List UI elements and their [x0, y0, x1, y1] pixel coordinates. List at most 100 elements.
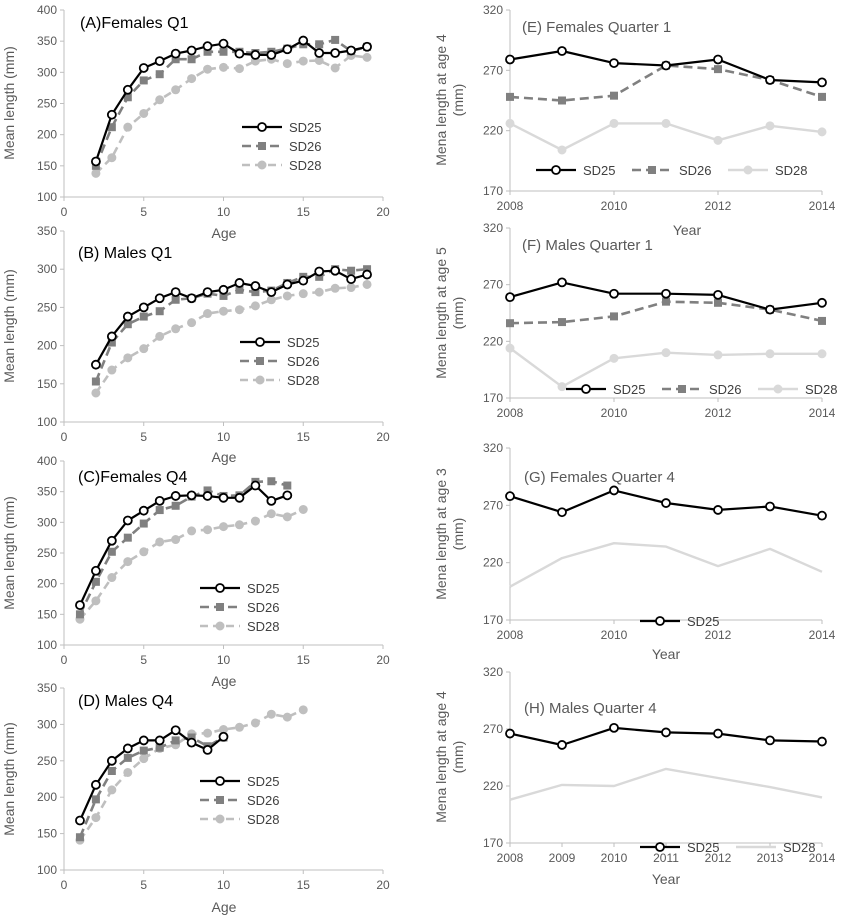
series-sd26: [91, 265, 372, 386]
y-tick-label: 250: [37, 300, 57, 314]
y-tick-label: 320: [483, 665, 503, 679]
legend-marker: [257, 122, 267, 132]
x-tick-label: 2010: [601, 851, 628, 865]
y-tick-label: 150: [37, 607, 57, 621]
data-point: [123, 122, 133, 132]
legend: SD25 SD26 SD28: [566, 382, 838, 397]
data-point: [170, 491, 181, 501]
data-point: [765, 349, 775, 359]
data-point: [505, 491, 515, 502]
data-point: [219, 522, 228, 532]
data-point: [75, 815, 85, 826]
legend-marker: [655, 616, 665, 626]
data-point: [713, 728, 723, 739]
series-sd28: [509, 767, 823, 801]
data-point: [202, 41, 213, 52]
data-point: [234, 722, 244, 732]
series-line: [94, 54, 368, 175]
x-tick-label: 2010: [601, 628, 628, 642]
x-tick-label: 15: [297, 653, 311, 667]
y-tick-label: 150: [37, 377, 57, 391]
data-point: [609, 722, 619, 733]
data-point: [123, 93, 132, 102]
y-tick-label: 300: [37, 717, 57, 731]
data-point: [75, 610, 84, 619]
legend-item-sd25: SD25: [242, 120, 322, 135]
legend-label: SD26: [287, 354, 320, 369]
data-point: [330, 48, 341, 58]
data-point: [282, 279, 293, 290]
legend-item-sd28: SD28: [242, 158, 322, 173]
y-tick-label: 350: [37, 34, 57, 48]
legend-item-sd25: SD25: [640, 614, 720, 629]
series-sd28: [505, 118, 827, 155]
data-point: [362, 269, 372, 280]
data-point: [282, 512, 292, 522]
x-tick-label: 15: [297, 430, 311, 444]
data-point: [123, 533, 132, 542]
panel-c: 100 150 200 250 300 350 400 0 5 10 15 20 Age Mean len…: [1, 454, 390, 689]
data-point: [266, 495, 277, 506]
y-tick-label: 250: [37, 546, 57, 560]
data-point: [139, 312, 148, 321]
series-sd28: [91, 279, 372, 398]
x-tick-label: 0: [61, 653, 68, 667]
data-point: [186, 293, 197, 304]
data-point: [123, 320, 132, 329]
x-tick-label: 0: [61, 878, 68, 892]
data-point: [91, 156, 101, 167]
data-point: [91, 377, 100, 386]
data-point: [505, 54, 515, 65]
data-point: [661, 498, 671, 508]
data-point: [505, 728, 515, 739]
data-point: [234, 492, 245, 503]
data-point: [557, 740, 567, 750]
data-point: [138, 735, 149, 746]
data-point: [91, 779, 101, 790]
x-tick-label: 2010: [601, 199, 628, 213]
data-point: [713, 350, 723, 360]
data-point: [155, 331, 165, 341]
data-point: [765, 501, 775, 512]
series-sd26: [506, 297, 826, 328]
x-tick-label: 5: [140, 878, 147, 892]
series-sd25: [91, 35, 372, 167]
legend-item-sd25: SD25: [640, 840, 720, 855]
legend-item-sd28: SD28: [758, 382, 838, 397]
data-point: [714, 298, 722, 307]
data-point: [91, 359, 101, 370]
legend-item-sd25: SD25: [536, 163, 616, 178]
series-line: [509, 542, 823, 588]
x-tick-label: 2009: [549, 851, 576, 865]
legend-item-sd26: SD26: [662, 382, 742, 397]
x-tick-label: 10: [217, 878, 231, 892]
data-point: [202, 491, 213, 501]
x-tick-label: 2014: [809, 406, 836, 420]
data-point: [250, 49, 261, 60]
data-point: [346, 283, 356, 293]
legend-item-sd28: SD28: [200, 619, 280, 634]
data-point: [765, 735, 775, 746]
legend-marker: [256, 357, 264, 365]
data-point: [123, 767, 133, 777]
data-point: [154, 735, 165, 746]
data-point: [186, 490, 197, 501]
y-axis-label: Mean length (mm): [1, 496, 17, 610]
data-point: [123, 753, 132, 762]
data-point: [765, 304, 775, 315]
legend-label: SD28: [775, 163, 808, 178]
data-point: [817, 349, 827, 359]
panel-g: 170 220 270 320 2008 2010 2012 2014 Year Mena len…: [433, 441, 836, 662]
legend-item-sd26: SD26: [240, 354, 320, 369]
data-point: [506, 319, 514, 328]
data-point: [91, 577, 100, 586]
legend-label: SD26: [247, 793, 280, 808]
data-point: [250, 281, 261, 291]
data-point: [91, 596, 101, 606]
series-sd25: [505, 722, 827, 750]
legend-item-sd25: SD25: [200, 774, 280, 789]
data-point: [155, 95, 165, 105]
y-tick-label: 170: [483, 613, 503, 627]
data-point: [610, 91, 618, 100]
data-point: [170, 48, 181, 59]
